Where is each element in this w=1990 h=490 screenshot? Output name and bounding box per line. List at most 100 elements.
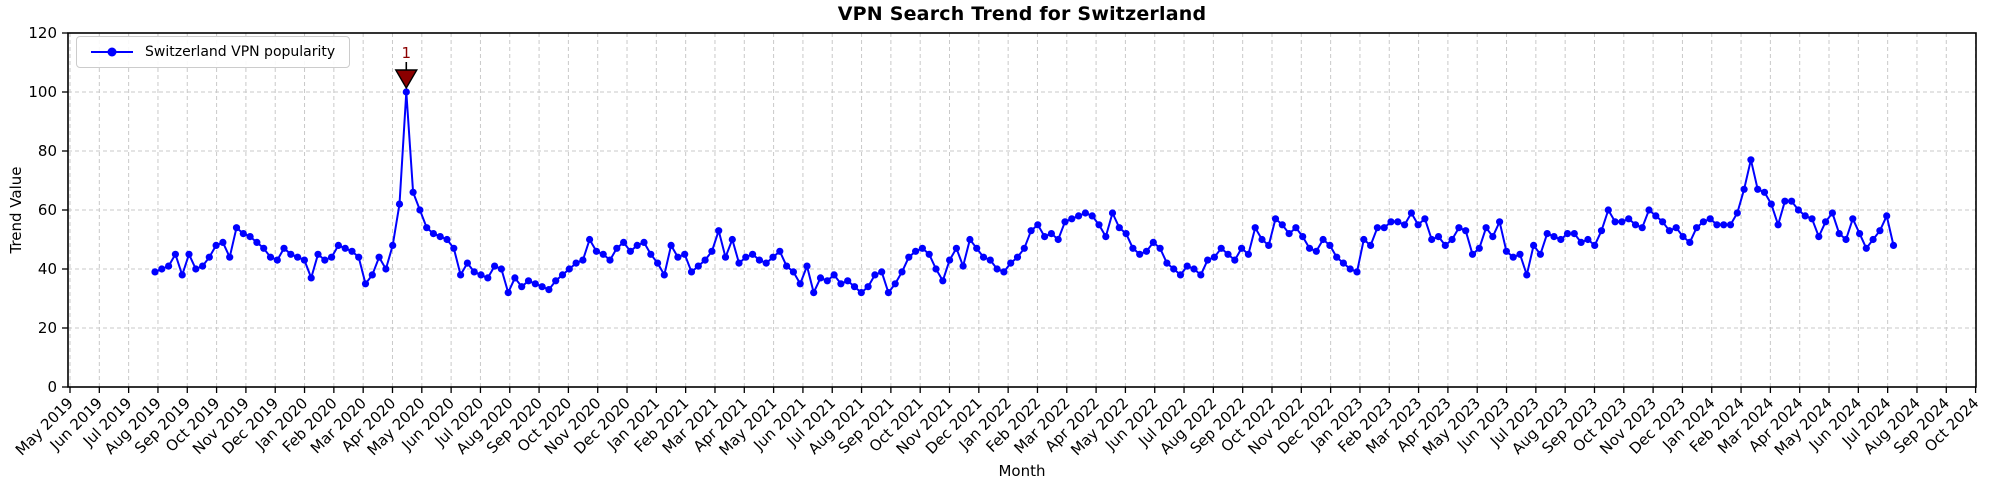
data-point [1197, 271, 1205, 279]
data-point [341, 244, 349, 252]
data-point [260, 244, 268, 252]
y-tick-label: 60 [38, 201, 57, 219]
data-point [1081, 209, 1089, 217]
data-point [511, 274, 519, 282]
data-point [1733, 209, 1741, 217]
data-point [1299, 233, 1307, 241]
data-point [1747, 156, 1755, 164]
data-point [1455, 224, 1463, 232]
data-point [1781, 197, 1789, 205]
data-point [1367, 241, 1375, 249]
data-point [1054, 235, 1062, 244]
data-point [409, 188, 417, 196]
data-point [579, 256, 587, 264]
data-point [1794, 206, 1802, 214]
data-point [912, 247, 920, 255]
data-point [1373, 224, 1381, 232]
data-point [1319, 235, 1327, 244]
data-point [1115, 224, 1123, 232]
data-point [436, 233, 444, 241]
data-point [294, 253, 302, 261]
data-point [1210, 253, 1218, 261]
data-point [1631, 221, 1640, 229]
data-point [735, 259, 743, 267]
data-point [946, 256, 954, 264]
data-point [497, 265, 505, 273]
data-point [538, 283, 546, 291]
data-point [457, 271, 465, 279]
data-point [810, 289, 818, 297]
data-point [470, 268, 478, 276]
data-point [1360, 235, 1368, 244]
data-point [1312, 247, 1320, 255]
data-point [1570, 230, 1578, 238]
data-point [355, 253, 363, 261]
data-point [884, 289, 893, 297]
data-point [755, 256, 764, 264]
data-point [1652, 212, 1660, 220]
data-point [1869, 235, 1877, 244]
legend-marker-icon [107, 47, 117, 57]
data-point [314, 250, 322, 258]
data-point [1638, 224, 1646, 232]
data-point [1095, 221, 1103, 229]
data-point [742, 253, 750, 261]
data-point [1020, 244, 1028, 252]
data-point [1720, 221, 1728, 229]
data-point [199, 262, 207, 270]
data-point [1828, 209, 1836, 217]
data-point [1557, 235, 1565, 244]
data-point [1278, 221, 1286, 229]
data-point [395, 200, 404, 208]
data-point [1346, 265, 1354, 273]
data-point [1808, 215, 1816, 223]
data-point [1353, 268, 1361, 276]
data-point [1591, 241, 1599, 249]
data-point [1407, 209, 1415, 217]
data-point [1041, 233, 1049, 241]
data-point [361, 280, 370, 288]
data-point [1760, 188, 1769, 196]
data-point [246, 233, 254, 241]
data-point [1706, 215, 1714, 223]
data-point [1421, 215, 1429, 223]
data-point [1013, 253, 1022, 261]
data-point [932, 265, 940, 273]
data-point [1713, 221, 1721, 229]
data-point [1258, 235, 1266, 244]
data-point [769, 253, 777, 261]
data-point [382, 265, 390, 273]
data-point [375, 253, 383, 261]
annotation-label: 1 [402, 44, 412, 62]
data-point [721, 253, 730, 261]
data-point [1122, 230, 1130, 238]
data-point [1414, 221, 1422, 229]
data-point [1305, 244, 1314, 252]
data-point [1204, 256, 1212, 264]
legend: Switzerland VPN popularity [76, 36, 351, 68]
y-tick-label: 40 [38, 260, 57, 278]
data-point [552, 277, 560, 285]
data-point [871, 271, 879, 279]
data-point [1102, 233, 1110, 241]
data-point [1659, 218, 1667, 226]
data-point [1686, 238, 1694, 246]
data-point [959, 262, 967, 270]
data-point [1142, 247, 1151, 255]
data-point [816, 274, 825, 282]
data-point [925, 250, 933, 258]
data-point [633, 241, 641, 249]
data-point [1251, 224, 1259, 232]
data-point [348, 247, 356, 255]
data-point [830, 271, 838, 279]
data-point [1190, 265, 1198, 273]
y-tick-label: 100 [28, 83, 57, 101]
data-point [654, 259, 662, 267]
data-point [1061, 218, 1069, 226]
data-point [1523, 271, 1531, 279]
data-point [599, 250, 607, 258]
data-point [423, 224, 431, 232]
data-point [1047, 230, 1055, 238]
data-point [1326, 241, 1334, 249]
data-point [558, 271, 567, 279]
